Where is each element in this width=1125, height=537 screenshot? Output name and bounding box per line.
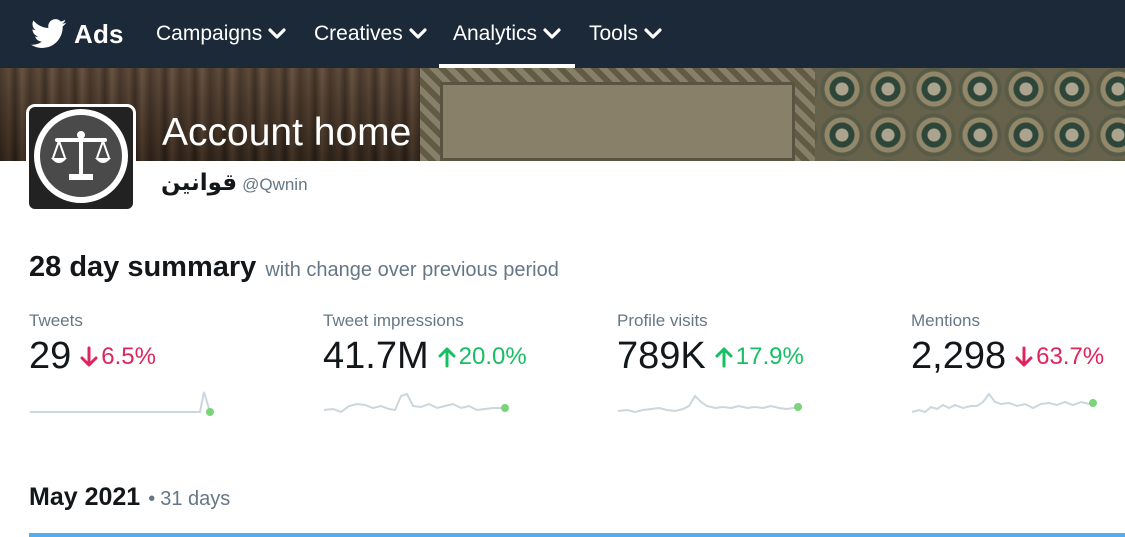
period-divider — [29, 533, 1125, 537]
chevron-down-icon — [543, 22, 561, 46]
sparkline-profile-visits — [617, 394, 802, 414]
metric-label: Tweets — [29, 311, 83, 330]
metric-tweet-impressions: Tweet impressions 41.7M 20.0% — [323, 310, 563, 420]
sparkline-tweet-impressions — [323, 392, 509, 414]
arrow-down-icon — [80, 346, 98, 367]
top-nav: Ads Campaigns Creatives Analytics Tools — [0, 0, 1125, 68]
brand-label: Ads — [74, 18, 124, 49]
period-title: May 2021 — [29, 483, 141, 511]
metric-value: 29 — [29, 335, 72, 377]
period-separator: • — [148, 488, 156, 510]
brand[interactable]: Ads — [31, 15, 124, 53]
nav-analytics[interactable]: Analytics — [439, 0, 575, 68]
nav-tools[interactable]: Tools — [589, 0, 662, 68]
metric-change: 17.9% — [715, 343, 804, 371]
summary-title: 28 day summary — [29, 251, 257, 283]
nav-creatives[interactable]: Creatives — [314, 0, 427, 68]
account-info: قوانين @Qwnin — [161, 170, 308, 204]
metric-mentions: Mentions 2,298 63.7% — [911, 310, 1125, 420]
account-handle[interactable]: @Qwnin — [242, 175, 308, 194]
nav-campaigns-label: Campaigns — [156, 22, 263, 45]
arrow-down-icon — [1015, 346, 1033, 367]
chevron-down-icon — [268, 22, 286, 46]
banner-tile-mosaic — [815, 68, 1125, 161]
chevron-down-icon — [409, 22, 427, 46]
metric-change-value: 20.0% — [458, 343, 527, 370]
period-days: 31 days — [160, 488, 231, 510]
metric-change: 20.0% — [438, 343, 527, 371]
period-heading: May 2021 • 31 days — [29, 483, 230, 512]
metric-change-value: 17.9% — [735, 343, 804, 370]
sparkline-mentions — [911, 392, 1097, 414]
metric-change-value: 6.5% — [101, 343, 156, 370]
account-name[interactable]: قوانين — [161, 170, 238, 196]
scales-of-justice-icon — [33, 108, 129, 209]
metric-value: 2,298 — [911, 335, 1007, 377]
metric-value: 789K — [617, 335, 706, 377]
twitter-bird-icon — [31, 19, 67, 49]
avatar[interactable] — [26, 104, 136, 212]
arrow-up-icon — [715, 347, 733, 368]
summary-heading: 28 day summary with change over previous… — [29, 251, 559, 284]
arrow-up-icon — [438, 347, 456, 368]
metric-change: 6.5% — [80, 343, 156, 371]
metric-tweets: Tweets 29 6.5% — [29, 310, 269, 420]
metric-value: 41.7M — [323, 335, 429, 377]
metric-label: Profile visits — [617, 311, 708, 330]
metric-change: 63.7% — [1015, 343, 1104, 371]
metric-label: Mentions — [911, 311, 980, 330]
nav-tools-label: Tools — [589, 22, 639, 45]
metric-change-value: 63.7% — [1036, 343, 1105, 370]
summary-subtitle: with change over previous period — [265, 259, 559, 281]
sparkline-tweets — [30, 391, 214, 416]
page-title: Account home — [162, 111, 412, 154]
metric-profile-visits: Profile visits 789K 17.9% — [617, 310, 857, 420]
chevron-down-icon — [644, 22, 662, 46]
metric-label: Tweet impressions — [323, 311, 464, 330]
nav-analytics-label: Analytics — [453, 22, 538, 45]
nav-creatives-label: Creatives — [314, 22, 403, 45]
header-banner-image — [0, 68, 1125, 161]
nav-campaigns[interactable]: Campaigns — [156, 0, 286, 68]
